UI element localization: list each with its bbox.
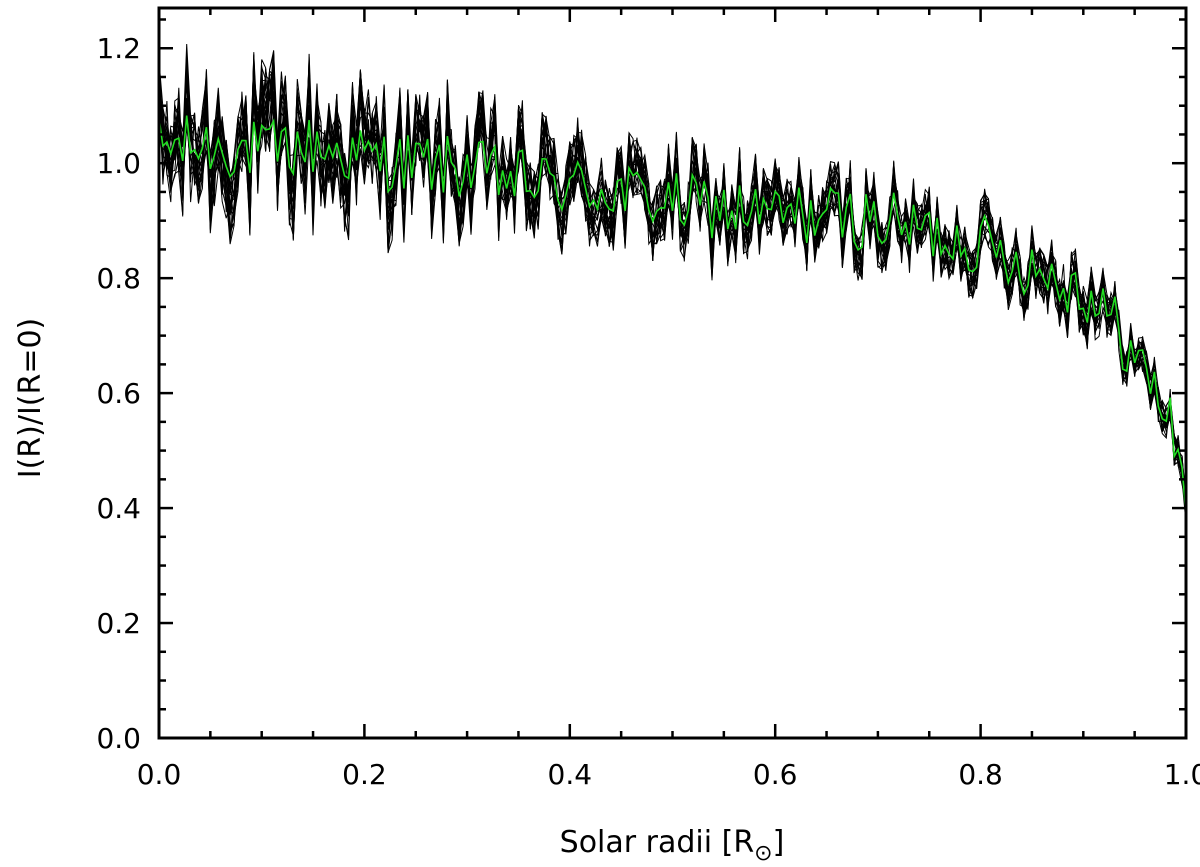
x-tick-label: 1.0 [1164, 758, 1200, 791]
individual-profile-line [159, 50, 1186, 507]
individual-profile-line [159, 61, 1186, 503]
y-tick-label: 0.4 [96, 492, 141, 525]
individual-profile-line [159, 52, 1186, 519]
plot-area [159, 43, 1186, 738]
individual-profile-line [159, 50, 1186, 515]
plot-frame [157, 6, 1188, 740]
sun-symbol: ⊙ [754, 841, 772, 866]
individual-profile-line [159, 55, 1186, 522]
mean-profile-line [159, 115, 1186, 738]
x-tick-label: 0.8 [958, 758, 1003, 791]
axes [157, 6, 1188, 740]
x-axis-title: Solar radii [R⊙] [560, 825, 785, 866]
x-axis-title-close: ] [773, 825, 785, 860]
y-axis-title: I(R)/I(R=0) [13, 318, 48, 479]
individual-profile-line [159, 68, 1186, 524]
individual-profile-line [159, 50, 1186, 508]
x-axis-title-text: Solar radii [R [560, 825, 755, 860]
y-tick-label: 1.2 [96, 32, 141, 65]
tick-labels: 0.0 0.2 0.4 0.6 0.8 1.0 0.0 0.2 0.4 0.6 0.8 1.0 1.2 [96, 32, 1200, 791]
individual-profile-line [159, 57, 1186, 509]
individual-profile-line [159, 54, 1186, 508]
individual-profile-line [159, 53, 1186, 517]
individual-profile-line [159, 59, 1186, 514]
y-tick-label: 0.0 [96, 722, 141, 755]
individual-profile-line [159, 53, 1186, 500]
x-tick-label: 0.6 [753, 758, 798, 791]
y-tick-label: 0.2 [96, 607, 141, 640]
x-tick-label: 0.2 [342, 758, 387, 791]
individual-profile-line [159, 66, 1186, 502]
individual-profile-line [159, 73, 1186, 494]
individual-profile-line [159, 59, 1186, 504]
y-tick-label: 0.8 [96, 262, 141, 295]
y-tick-label: 0.6 [96, 377, 141, 410]
x-tick-label: 0.4 [548, 758, 593, 791]
x-tick-label: 0.0 [137, 758, 182, 791]
individual-profile-line [159, 67, 1186, 517]
individual-profile-line [159, 57, 1186, 503]
y-tick-label: 1.0 [96, 147, 141, 180]
